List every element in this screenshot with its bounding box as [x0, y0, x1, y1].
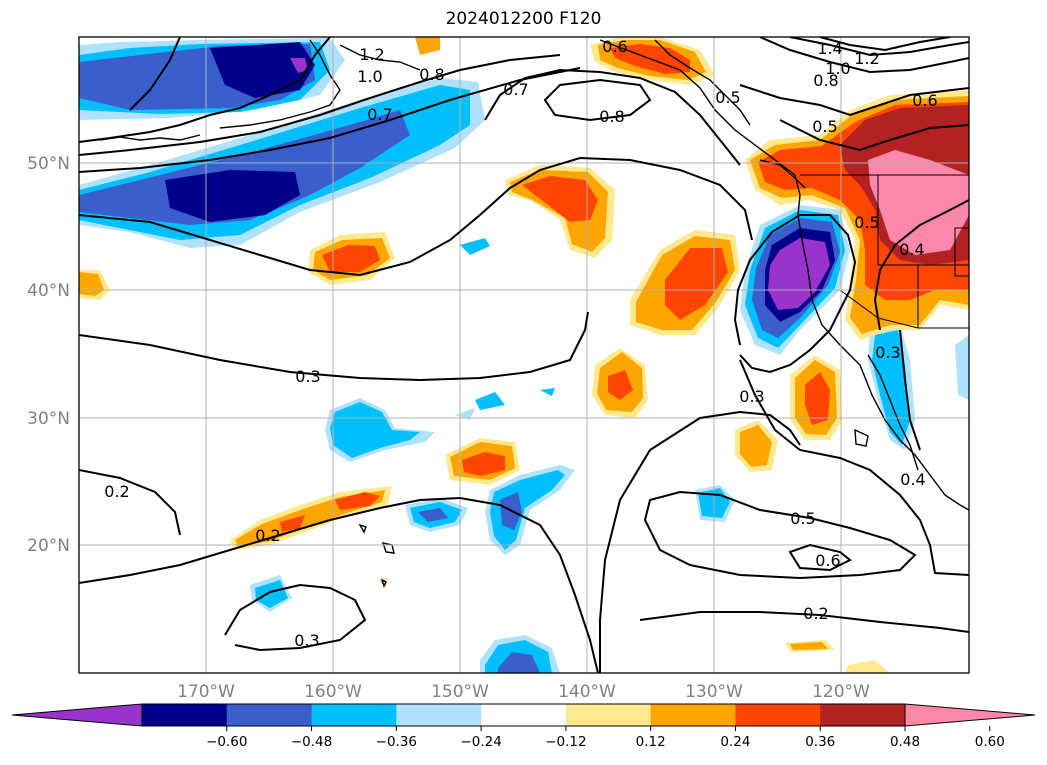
colorbar-segment [481, 704, 566, 726]
colorbar-tick-label: 0.24 [720, 734, 750, 750]
contour-label: 0.2 [255, 526, 280, 545]
colorbar-segment [396, 704, 481, 726]
forecast-map: 1.2 1.0 0.8 0.7 0.6 0.7 0.8 0.5 1.4 1.2 … [0, 0, 1047, 765]
lat-tick-label: 20°N [27, 536, 70, 556]
colorbar-tick-label: 0.60 [975, 734, 1005, 750]
contour-label: 0.6 [602, 37, 627, 56]
colorbar: −0.60 −0.48 −0.36 −0.24 −0.12 0.12 0.24 0.36 0.4… [12, 704, 1035, 750]
colorbar-tick-label: −0.12 [545, 734, 586, 750]
contour-label: 0.8 [599, 107, 624, 126]
lon-tick-label: 170°W [177, 682, 235, 702]
lat-tick-label: 40°N [27, 281, 70, 301]
contour-label: 0.5 [854, 213, 879, 232]
colorbar-segment [820, 704, 905, 726]
contour-label: 0.5 [715, 88, 740, 107]
lon-tick-label: 130°W [685, 682, 743, 702]
contour-label: 1.0 [357, 67, 382, 86]
contour-label: 0.7 [367, 105, 392, 124]
contour-label: 1.2 [359, 45, 384, 64]
lon-tick-label: 160°W [304, 682, 362, 702]
colorbar-tick-label: −0.48 [291, 734, 332, 750]
colorbar-tick-label: 0.12 [636, 734, 666, 750]
colorbar-extend-high [905, 704, 1035, 726]
contour-label: 0.6 [815, 551, 840, 570]
contour-label: 0.3 [294, 631, 319, 650]
contour-label: 0.8 [419, 65, 444, 84]
contour-label: 0.8 [813, 71, 838, 90]
colorbar-tick-label: −0.60 [206, 734, 247, 750]
lat-axis: 50°N 40°N 30°N 20°N [27, 154, 70, 556]
colorbar-segment [312, 704, 397, 726]
contour-label: 1.2 [854, 49, 879, 68]
contour-label: 0.5 [812, 117, 837, 136]
contour-label: 0.7 [503, 80, 528, 99]
lon-tick-label: 140°W [558, 682, 616, 702]
contour-label: 0.3 [295, 367, 320, 386]
contour-label: 0.4 [899, 240, 924, 259]
colorbar-tick-label: 0.36 [805, 734, 835, 750]
contour-label: 0.5 [790, 509, 815, 528]
lon-tick-label: 150°W [431, 682, 489, 702]
colorbar-segment [566, 704, 651, 726]
colorbar-segment [651, 704, 736, 726]
lon-axis: 170°W 160°W 150°W 140°W 130°W 120°W [177, 682, 870, 702]
colorbar-tick-label: 0.48 [890, 734, 920, 750]
lon-tick-label: 120°W [812, 682, 870, 702]
contour-label: 0.3 [739, 387, 764, 406]
contour-label: 0.6 [912, 91, 937, 110]
colorbar-tick-label: −0.24 [460, 734, 501, 750]
colorbar-segment [735, 704, 820, 726]
contour-label: 0.3 [875, 343, 900, 362]
colorbar-segment [142, 704, 227, 726]
colorbar-segment [227, 704, 312, 726]
contour-label: 0.2 [803, 604, 828, 623]
contour-label: 1.4 [817, 39, 842, 58]
contour-label: 0.2 [104, 482, 129, 501]
lat-tick-label: 50°N [27, 154, 70, 174]
colorbar-extend-low [12, 704, 142, 726]
colorbar-tick-label: −0.36 [376, 734, 417, 750]
contour-label: 0.4 [900, 470, 925, 489]
lat-tick-label: 30°N [27, 409, 70, 429]
